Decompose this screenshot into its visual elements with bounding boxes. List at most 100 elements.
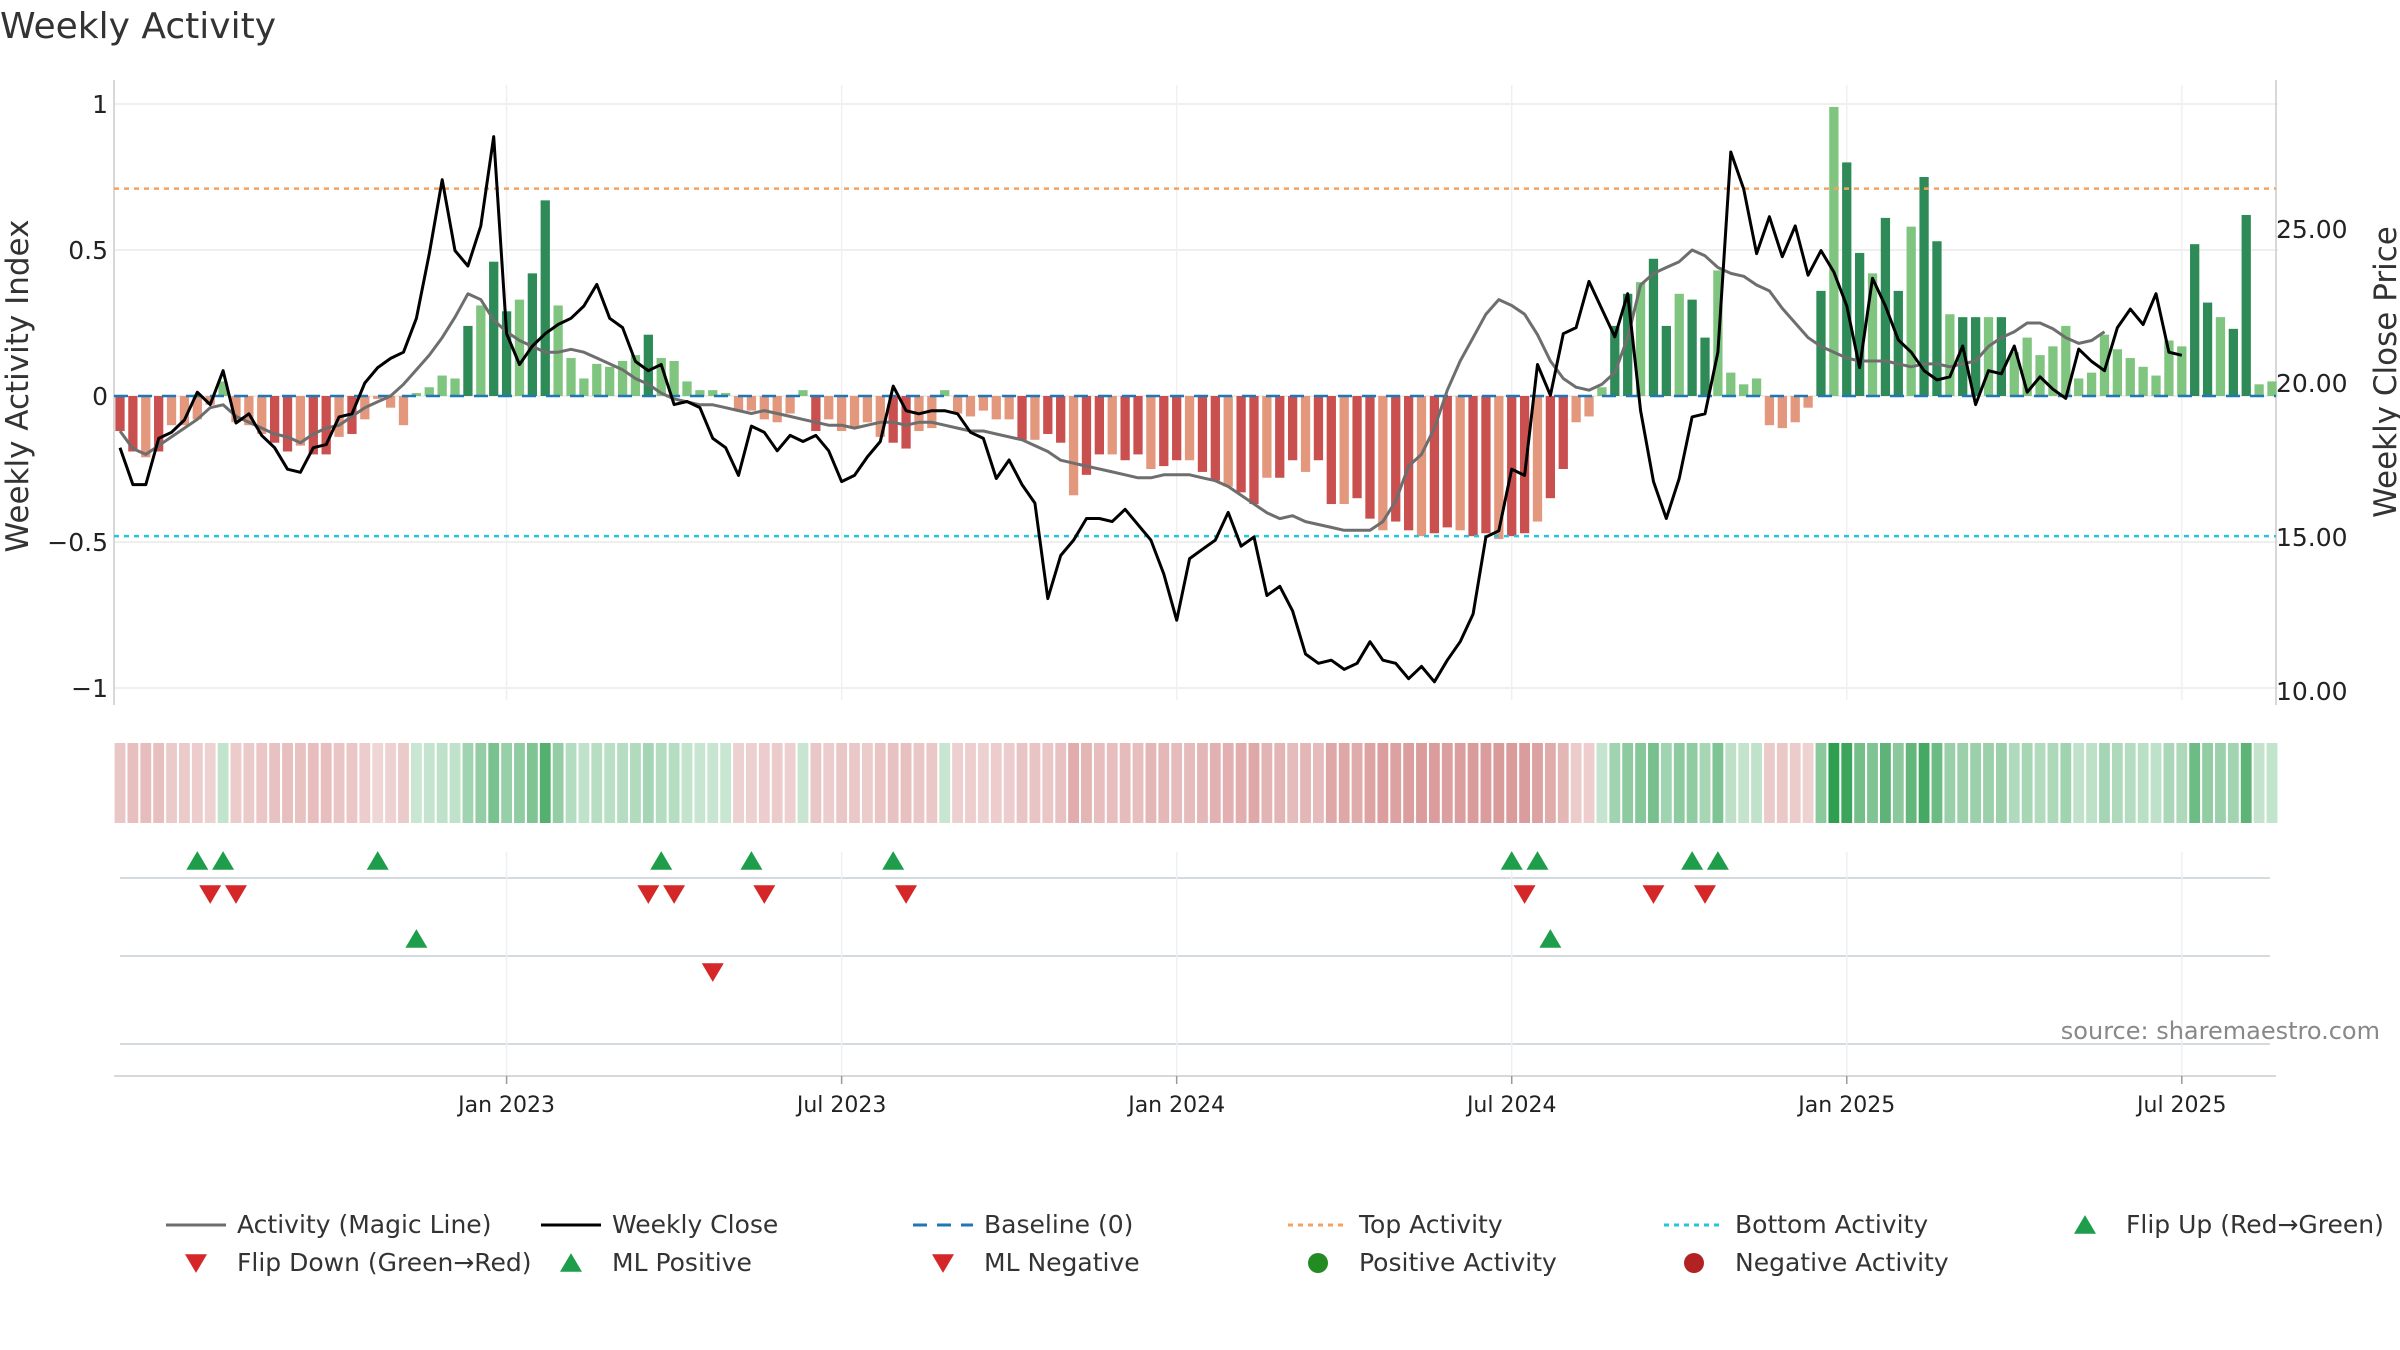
activity-bar [154,396,164,452]
activity-bar [605,366,615,396]
heat-cell [1441,743,1453,823]
activity-bar [1223,396,1233,487]
y-axis-ticks: 1 0.5 0 −0.5 −1 [47,90,108,703]
activity-bar [1803,396,1813,408]
heat-cell [2189,743,2201,823]
legend-label: Positive Activity [1359,1248,1557,1277]
heat-cell [1854,743,1866,823]
flip-up-marker [1706,851,1729,870]
flip-down-marker [637,885,660,904]
heat-cell [539,743,551,823]
activity-bar [862,396,873,423]
flip-up-marker [1500,851,1523,870]
heat-cell [2008,743,2020,823]
legend-item: Top Activity [1288,1210,1503,1239]
x-tick-label: Jan 2024 [1126,1093,1225,1118]
activity-bar [269,396,280,443]
heat-cell [617,743,628,823]
activity-bar [295,396,306,446]
legend-swatch-negative [1684,1253,1704,1273]
activity-bar [308,396,318,455]
heat-cell [514,743,525,823]
heat-cell [1570,743,1582,823]
heat-cell [385,743,397,823]
heat-cell [642,743,654,823]
heat-cell [784,743,796,823]
activity-bar [1197,396,1208,472]
heat-cell [604,743,616,823]
heat-cell [1544,743,1556,823]
activity-bar [2112,349,2123,396]
activity-bar [785,396,795,414]
activity-bar [1068,396,1079,496]
activity-bar [1867,273,1878,396]
activity-bar [1017,396,1027,440]
heat-cell [578,743,590,823]
heat-cell [1055,743,1067,823]
activity-bar [1610,325,1620,396]
activity-bar [527,273,537,396]
activity-bar [1532,396,1543,522]
activity-bar [1184,396,1195,461]
heat-cell [565,743,577,823]
heat-cell [1093,743,1105,823]
activity-bar [1288,396,1298,461]
flip-up-marker [882,851,905,870]
x-tick-label: Jan 2023 [456,1093,555,1118]
heat-cell [874,743,886,823]
activity-bar [1790,396,1800,423]
heat-cell [2073,743,2085,823]
activity-bar [1739,384,1749,396]
y-tick-label: 1 [92,90,108,119]
heat-cell [1016,743,1028,823]
heat-cell [346,743,358,823]
flip-up-marker [1526,851,1549,870]
legend-item: Flip Down (Green→Red) [185,1248,532,1277]
activity-bar [1777,396,1787,429]
activity-bar [888,396,898,443]
heat-cell [887,743,899,823]
activity-bar [1300,396,1311,472]
heat-cell [1068,743,1079,823]
activity-bar [2074,378,2084,396]
activity-heat-strip [114,743,2278,823]
activity-bar [385,396,396,408]
x-tick-label: Jul 2025 [2135,1093,2227,1118]
heat-cell [1725,743,1737,823]
legend-swatch-ml-positive [560,1253,582,1272]
legend-label: Flip Down (Green→Red) [237,1248,532,1277]
heat-cell [204,743,216,823]
activity-bar [978,396,989,411]
heat-cell [668,743,680,823]
activity-bar [1623,293,1633,396]
legend-item: Weekly Close [541,1210,778,1239]
heat-cell [2202,743,2213,823]
heat-cell [372,743,384,823]
activity-bar [128,396,138,452]
legend-item: Positive Activity [1308,1248,1557,1277]
legend-item: ML Positive [560,1248,752,1277]
heat-cell [217,743,229,823]
heat-cell [1416,743,1427,823]
activity-bar [759,396,769,420]
heat-cell [1029,743,1041,823]
heat-cell [681,743,693,823]
activity-bar [1571,396,1581,423]
heat-cell [320,743,332,823]
activity-bar [398,396,409,426]
activity-bars [115,106,2277,540]
activity-bar [579,378,589,396]
activity-bar [1597,387,1607,396]
legend-label: Bottom Activity [1735,1210,1928,1239]
activity-bar [2164,340,2174,396]
heat-cell [1995,743,2007,823]
heat-cell [282,743,293,823]
flip-down-marker [753,885,776,904]
heat-cell [1493,743,1505,823]
heat-cell [2253,743,2265,823]
heat-cell [1467,743,1479,823]
heat-cell [1364,743,1376,823]
legend-label: Weekly Close [612,1210,778,1239]
heat-cell [1583,743,1595,823]
y2-tick-label: 25.00 [2276,215,2348,244]
